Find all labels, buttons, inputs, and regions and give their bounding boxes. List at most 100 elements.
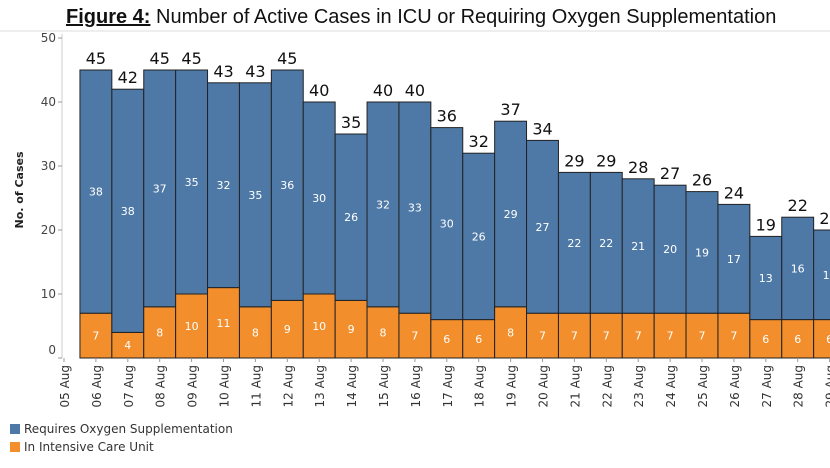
data-label-icu: 7 [92, 330, 99, 343]
x-tick-label: 25 Aug [696, 365, 710, 408]
data-label-icu: 4 [124, 339, 131, 352]
data-label-icu: 7 [635, 330, 642, 343]
y-tick-label: 30 [41, 159, 56, 173]
y-tick-label: 40 [41, 95, 56, 109]
data-label-icu: 6 [443, 333, 450, 346]
x-tick-label: 13 Aug [313, 365, 327, 408]
data-label-icu: 7 [571, 330, 578, 343]
data-label-oxygen: 32 [376, 198, 390, 211]
data-label-total: 29 [564, 151, 584, 170]
data-label-icu: 7 [699, 330, 706, 343]
data-label-icu: 11 [217, 317, 231, 330]
x-tick-label: 20 Aug [537, 365, 551, 408]
data-label-oxygen: 26 [344, 211, 358, 224]
x-tick-label: 11 Aug [249, 365, 263, 408]
data-label-icu: 9 [348, 323, 355, 336]
y-tick-label: 10 [41, 287, 56, 301]
bar-oxygen [270, 69, 304, 301]
legend-item-oxygen: Requires Oxygen Supplementation [10, 422, 233, 436]
data-label-oxygen: 16 [791, 262, 805, 275]
data-label-oxygen: 38 [89, 186, 103, 199]
data-label-icu: 10 [312, 320, 326, 333]
data-label-total: 27 [660, 164, 680, 183]
figure-number: Figure 4: [66, 6, 151, 28]
bar-icu [749, 319, 783, 359]
data-label-oxygen: 37 [153, 182, 167, 195]
bar-oxygen [621, 178, 655, 314]
data-label-oxygen: 35 [248, 189, 262, 202]
bar-oxygen [589, 171, 623, 314]
x-tick-label: 09 Aug [186, 365, 200, 408]
data-label-icu: 7 [603, 330, 610, 343]
data-label-oxygen: 20 [663, 243, 677, 256]
bar-icu [207, 287, 240, 359]
bar-oxygen [175, 69, 209, 295]
x-tick-label: 06 Aug [90, 365, 104, 408]
bar-oxygen [462, 152, 496, 321]
data-label-oxygen: 21 [631, 240, 645, 253]
data-label-total: 37 [500, 100, 520, 119]
data-label-oxygen: 19 [695, 246, 709, 259]
data-label-oxygen: 13 [759, 272, 773, 285]
y-tick-label: 20 [41, 223, 56, 237]
legend-swatch-icu [10, 442, 20, 452]
bar-icu [398, 312, 432, 359]
bar-oxygen [238, 82, 272, 308]
data-label-oxygen: 14 [823, 269, 830, 282]
data-label-total: 24 [724, 183, 744, 202]
x-tick-label: 27 Aug [760, 365, 774, 408]
x-tick-label: 16 Aug [409, 365, 423, 408]
x-tick-label: 08 Aug [154, 365, 168, 408]
data-label-icu: 8 [156, 326, 163, 339]
x-tick-label: 24 Aug [664, 365, 678, 408]
data-label-total: 34 [532, 119, 552, 138]
data-label-total: 43 [245, 62, 265, 81]
data-label-oxygen: 27 [536, 221, 550, 234]
data-label-icu: 8 [380, 326, 387, 339]
x-tick-label: 18 Aug [473, 365, 487, 408]
data-label-total: 20 [819, 209, 830, 228]
title-text: Number of Active Cases in ICU or Requiri… [156, 6, 777, 28]
data-label-total: 28 [628, 158, 648, 177]
data-label-oxygen: 36 [280, 179, 294, 192]
y-axis-label: No. of Cases [13, 151, 26, 228]
data-label-icu: 7 [411, 330, 418, 343]
data-label-total: 45 [86, 49, 106, 68]
data-label-total: 22 [788, 196, 808, 215]
bar-oxygen [398, 101, 432, 314]
data-label-total: 35 [341, 113, 361, 132]
bar-oxygen [111, 88, 145, 333]
legend-label-icu: In Intensive Care Unit [24, 440, 154, 454]
x-tick-label: 19 Aug [505, 365, 519, 408]
x-tick-label: 21 Aug [568, 365, 582, 408]
data-label-oxygen: 22 [599, 237, 613, 250]
data-label-icu: 8 [507, 326, 514, 339]
data-label-total: 45 [150, 49, 170, 68]
bar-oxygen [685, 191, 719, 314]
data-label-oxygen: 38 [121, 205, 135, 218]
bar-oxygen [366, 101, 400, 308]
data-label-icu: 10 [185, 320, 199, 333]
bar-oxygen [526, 139, 559, 314]
data-label-oxygen: 22 [567, 237, 581, 250]
x-tick-label: 28 Aug [792, 365, 806, 408]
bar-oxygen [781, 216, 815, 321]
y-tick-label: 0 [48, 343, 56, 357]
data-label-oxygen: 32 [217, 179, 231, 192]
bar-oxygen [653, 184, 687, 314]
data-label-oxygen: 30 [440, 218, 454, 231]
bar-oxygen [207, 82, 240, 289]
data-label-total: 26 [692, 171, 712, 190]
data-label-oxygen: 17 [727, 253, 741, 266]
data-label-icu: 6 [794, 333, 801, 346]
data-label-icu: 7 [730, 330, 737, 343]
data-label-icu: 6 [762, 333, 769, 346]
data-label-icu: 7 [539, 330, 546, 343]
data-label-oxygen: 30 [312, 192, 326, 205]
x-tick-label: 07 Aug [122, 365, 136, 408]
bar-icu [526, 312, 559, 359]
legend-item-icu: In Intensive Care Unit [10, 440, 154, 454]
data-label-total: 45 [181, 49, 201, 68]
data-label-oxygen: 29 [504, 208, 518, 221]
